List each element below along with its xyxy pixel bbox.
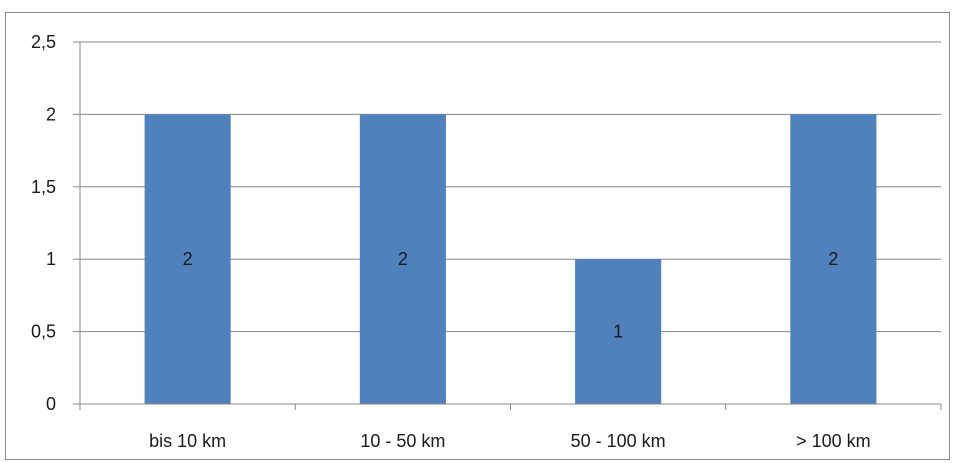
y-tick-label: 0 [46, 394, 56, 414]
data-label: 2 [183, 249, 193, 269]
bar [144, 114, 231, 405]
x-tick-label: 10 - 50 km [360, 431, 445, 451]
y-tick-label: 2,5 [31, 32, 56, 52]
bars [144, 114, 877, 405]
bar [790, 114, 877, 405]
data-label: 2 [828, 249, 838, 269]
bar [575, 259, 662, 404]
y-tick-label: 2 [46, 104, 56, 124]
y-tick-label: 1,5 [31, 177, 56, 197]
axes [73, 41, 942, 410]
x-tick-label: > 100 km [796, 431, 871, 451]
labels: 0 0,5 1 1,5 2 2,5 2 bis 10 km 2 10 - 50 km 1 50 - 1… [31, 32, 871, 451]
x-tick-label: bis 10 km [149, 431, 226, 451]
data-label: 2 [398, 249, 408, 269]
y-tick-label: 1 [46, 249, 56, 269]
data-label: 1 [613, 322, 623, 342]
y-tick-label: 0,5 [31, 322, 56, 342]
x-tick-label: 50 - 100 km [571, 431, 666, 451]
bar [359, 114, 446, 405]
